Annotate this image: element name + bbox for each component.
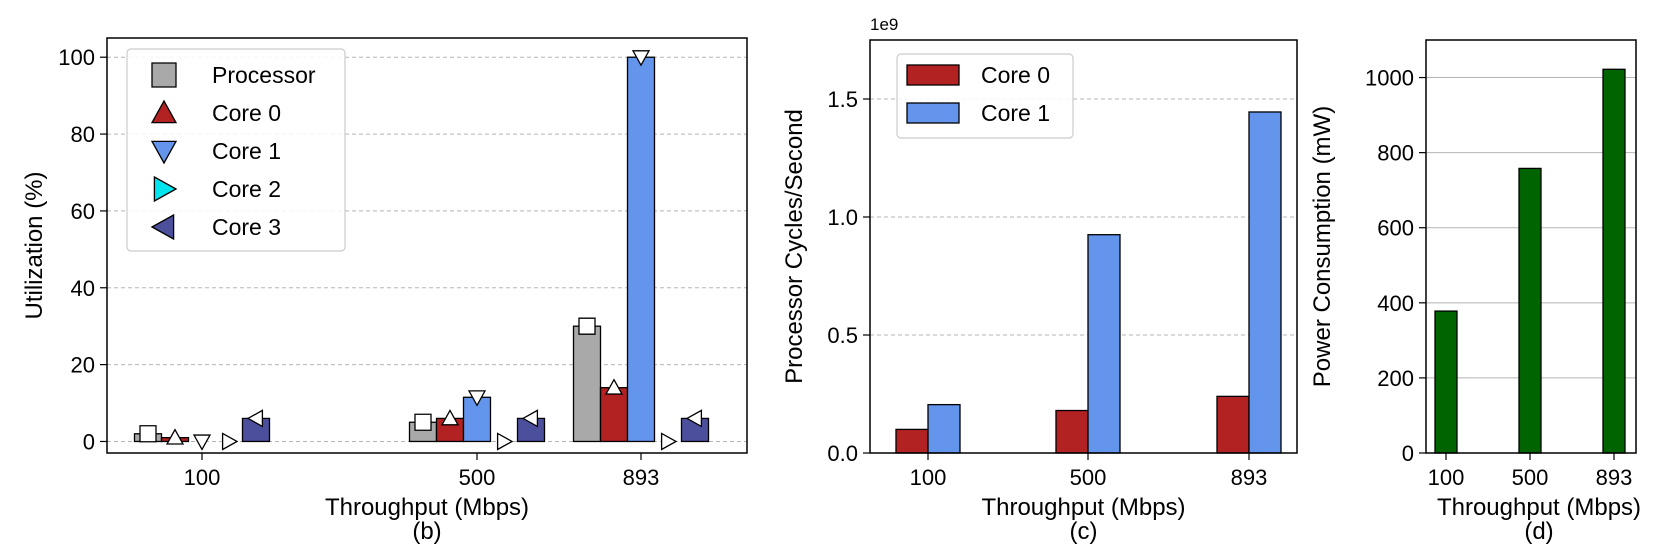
y-tick-label: 1000 (1365, 66, 1414, 91)
x-axis-label: Throughput (Mbps) (325, 494, 529, 521)
y-tick-label: 0 (1402, 441, 1414, 466)
bar-power (1434, 310, 1458, 454)
x-tick-label: 100 (910, 465, 947, 490)
panel-d-power-chart: 0 200 400 600 800 1000 100 500 893 Throughput (Mb… (1309, 39, 1641, 545)
marker-core-3 (246, 409, 264, 428)
x-tick-label: 500 (1512, 465, 1549, 490)
marker-core-2 (496, 432, 514, 451)
legend-marker-core-3 (150, 213, 175, 241)
legend-swatch-core-1 (906, 102, 960, 124)
marker-processor (578, 317, 596, 335)
y-tick-label: 800 (1377, 141, 1414, 166)
legend-marker-core-2 (153, 175, 178, 203)
x-tick-label: 893 (623, 465, 660, 490)
legend-swatch-core-0 (906, 64, 960, 86)
x-axis-label: Throughput (Mbps) (1437, 494, 1641, 521)
marker-processor (139, 425, 157, 443)
y-tick-label: 60 (71, 199, 95, 224)
legend-label: Core 1 (212, 138, 281, 164)
bar-core-1 (626, 56, 656, 443)
marker-core-0 (440, 409, 460, 426)
y-tick-label: 0 (83, 429, 95, 454)
legend-label: Core 0 (981, 62, 1050, 88)
bar-core-0 (895, 428, 929, 454)
bar-processor (572, 325, 602, 443)
legend-label: Processor (212, 62, 316, 88)
marker-core-1 (192, 434, 212, 451)
bar-core-0 (1216, 395, 1250, 454)
x-tick-label: 893 (1231, 465, 1268, 490)
legend-label: Core 0 (212, 100, 281, 126)
marker-core-0 (165, 428, 185, 445)
legend-marker-processor (151, 62, 177, 88)
axis-offset-label: 1e9 (870, 15, 898, 34)
y-tick-label: 0.0 (827, 441, 858, 466)
marker-core-1 (467, 390, 487, 407)
bar-core-0 (599, 387, 629, 443)
x-axis-label: Throughput (Mbps) (981, 494, 1185, 521)
marker-core-1 (631, 50, 651, 67)
plot-frame (106, 37, 748, 454)
y-tick-label: 20 (71, 353, 95, 378)
marker-processor (414, 413, 432, 431)
y-tick-label: 1.5 (827, 87, 858, 112)
bar-power (1518, 167, 1542, 454)
y-tick-label: 100 (58, 45, 95, 70)
bar-core-1 (927, 403, 961, 454)
legend: Processor Core 0 Core 1 Core 2 Core 3 (126, 48, 346, 252)
legend-box (126, 48, 346, 252)
y-axis-label: Processor Cycles/Second (781, 109, 808, 384)
y-tick-label: 1.0 (827, 205, 858, 230)
bar-power (1602, 68, 1626, 454)
x-tick-label: 100 (1428, 465, 1465, 490)
y-tick-label: 400 (1377, 291, 1414, 316)
y-tick-label: 200 (1377, 366, 1414, 391)
x-tick-label: 500 (1070, 465, 1107, 490)
bar-core-1 (1087, 234, 1121, 454)
marker-core-3 (685, 409, 703, 428)
marker-core-0 (604, 378, 624, 395)
y-axis-label: Utilization (%) (21, 171, 48, 319)
legend: Core 0 Core 1 (896, 53, 1074, 139)
caption: (d) (1524, 518, 1553, 545)
legend-label: Core 2 (212, 176, 281, 202)
x-tick-label: 893 (1596, 465, 1633, 490)
panel-c-cycles-chart: 0.0 0.5 1.0 1.5 100 500 893 Throughput (Mbps)(c… (781, 15, 1298, 545)
caption: (b) (412, 518, 441, 545)
y-tick-label: 80 (71, 122, 95, 147)
legend-label: Core 1 (981, 100, 1050, 126)
y-tick-label: 0.5 (827, 323, 858, 348)
caption: (c) (1070, 518, 1098, 545)
x-tick-label: 500 (459, 465, 496, 490)
plot-frame (869, 39, 1298, 454)
y-tick-label: 600 (1377, 216, 1414, 241)
x-tick-label: 100 (184, 465, 221, 490)
plot-frame (1425, 39, 1637, 454)
marker-core-2 (660, 432, 678, 451)
marker-core-2 (221, 432, 239, 451)
legend-label: Core 3 (212, 214, 281, 240)
bar-core-1 (1248, 111, 1282, 454)
panel-b-utilization-chart: 0 20 40 60 80 100 100 500 893 Throughput (Mbps)(b… (21, 37, 748, 545)
legend-marker-core-0 (150, 99, 178, 124)
bar-core-0 (1055, 409, 1089, 454)
y-tick-label: 40 (71, 276, 95, 301)
y-axis-label: Power Consumption (mW) (1309, 106, 1336, 387)
marker-core-3 (521, 409, 539, 428)
legend-marker-core-1 (150, 140, 178, 165)
